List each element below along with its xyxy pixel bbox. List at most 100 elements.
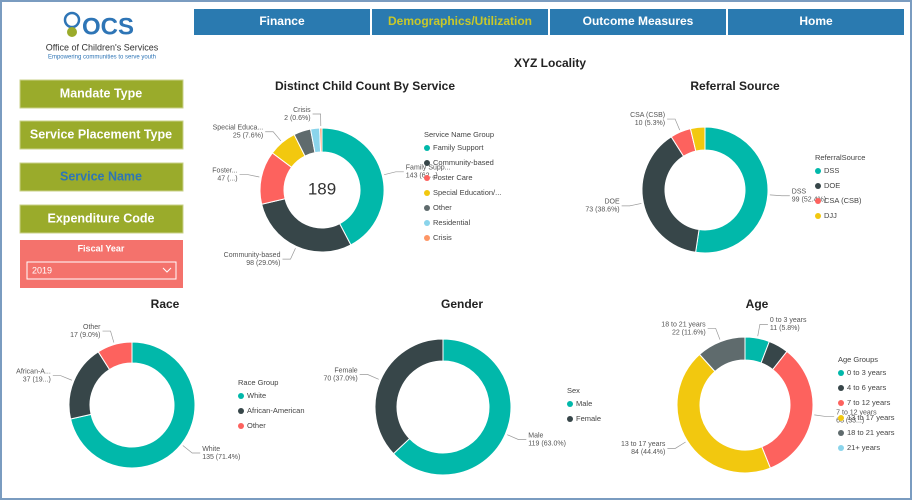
donut-slice (97, 341, 133, 371)
legend-dot (838, 370, 844, 376)
leader-line (102, 330, 115, 343)
legend-dot (567, 416, 573, 422)
value-label: 84 (44.4%) (631, 449, 665, 456)
filter-panel (20, 240, 183, 288)
slice-label: CSA (CSB) (630, 112, 665, 119)
legend-dot (424, 205, 430, 211)
legend-dot (238, 393, 244, 399)
sidebar-label: Service Name (60, 169, 142, 183)
legend-label: Special Education/... (433, 188, 501, 197)
tagline: Empowering communities to serve youth (48, 55, 156, 61)
value-label: 119 (63.0%) (528, 440, 566, 447)
sidebar-label: Service Placement Type (30, 127, 172, 141)
legend-dot (815, 168, 821, 174)
value-label: 47 (...) (217, 175, 237, 182)
sidebar-label: Expenditure Code (48, 211, 155, 225)
legend-label: Residential (433, 218, 470, 227)
legend-label: White (247, 391, 266, 400)
nav-label: Home (799, 14, 833, 28)
logo-text: OCS (82, 13, 134, 40)
leader-line (312, 113, 322, 127)
nav-label: Outcome Measures (583, 14, 694, 28)
slice-label: Special Educa... (213, 125, 264, 132)
slice-label: White (202, 446, 220, 453)
legend-dot (424, 145, 430, 151)
value-label: 99 (52.4%) (792, 197, 826, 204)
leader-line (814, 414, 835, 417)
leader-line (282, 248, 296, 260)
fiscal-year-filter[interactable]: Fiscal Year 2019 (20, 240, 183, 288)
slice-label: DOE (604, 199, 620, 206)
legend-label: DJJ (824, 211, 837, 220)
legend-label: Foster Care (433, 173, 473, 182)
legend-title: ReferralSource (815, 153, 865, 162)
legend-dot (838, 415, 844, 421)
legend-dot (815, 183, 821, 189)
legend-dot (238, 423, 244, 429)
slice-label: Male (528, 432, 543, 439)
slice-label: Other (83, 324, 101, 331)
leader-line (359, 374, 379, 380)
donut-slice (69, 341, 196, 469)
legend-dot (838, 430, 844, 436)
legend-dot (424, 175, 430, 181)
legend-dot (815, 198, 821, 204)
value-label: 10 (5.3%) (635, 120, 665, 127)
leader-line (265, 131, 282, 142)
value-label: 11 (5.8%) (770, 325, 800, 332)
chart-title: Age (746, 297, 769, 311)
legend-dot (424, 220, 430, 226)
leader-line (239, 174, 260, 178)
donut-slice (698, 336, 746, 373)
legend-dot (838, 385, 844, 391)
legend-label: Male (576, 399, 592, 408)
donut-slice (374, 338, 444, 455)
nav-tab[interactable] (726, 7, 906, 37)
slice-label: Community-based (224, 252, 281, 259)
dropdown[interactable] (26, 261, 177, 280)
legend-title: Sex (567, 386, 580, 395)
chart-title: Referral Source (690, 79, 780, 93)
legend-dot (838, 445, 844, 451)
legend-title: Service Name Group (424, 130, 494, 139)
legend-dot (424, 160, 430, 166)
value-label: 70 (37.0%) (323, 375, 357, 382)
sidebar-button[interactable] (19, 120, 184, 150)
legend-label: African-American (247, 406, 305, 415)
leader-line (384, 171, 404, 176)
legend-label: Female (576, 414, 601, 423)
donut-slice (689, 126, 706, 152)
legend-dot (567, 401, 573, 407)
slice-label: Female (334, 367, 357, 374)
legend-label: CSA (CSB) (824, 196, 862, 205)
sidebar-button[interactable] (19, 162, 184, 192)
chart-title: Gender (441, 297, 483, 311)
value-label: 22 (11.6%) (672, 329, 706, 336)
donut-slice (319, 127, 323, 153)
leader-line (707, 328, 721, 340)
dropdown-value: 2019 (32, 265, 52, 275)
slice-label: Family Supp... (406, 165, 451, 172)
sidebar-button[interactable] (19, 204, 184, 234)
leader-line (667, 441, 686, 449)
nav-label: Finance (259, 14, 305, 28)
leader-line (667, 118, 681, 131)
donut-slice (676, 353, 772, 474)
sidebar-button[interactable] (19, 79, 184, 109)
legend-label: DSS (824, 166, 839, 175)
slice-label: Crisis (293, 107, 311, 114)
legend-label: 4 to 6 years (847, 383, 886, 392)
leader-line (182, 445, 201, 454)
legend-label: 7 to 12 years (847, 398, 891, 407)
org-name: Office of Children's Services (46, 42, 159, 52)
legend-label: DOE (824, 181, 840, 190)
donut-slice (695, 126, 769, 254)
value-label: 37 (19...) (23, 377, 51, 384)
legend-label: 21+ years (847, 443, 880, 452)
dropdown-arrow (162, 267, 172, 273)
legend-label: Crisis (433, 233, 452, 242)
leader-line (769, 194, 790, 197)
slice-label: African-A... (16, 369, 51, 376)
legend-label: 18 to 21 years (847, 428, 895, 437)
